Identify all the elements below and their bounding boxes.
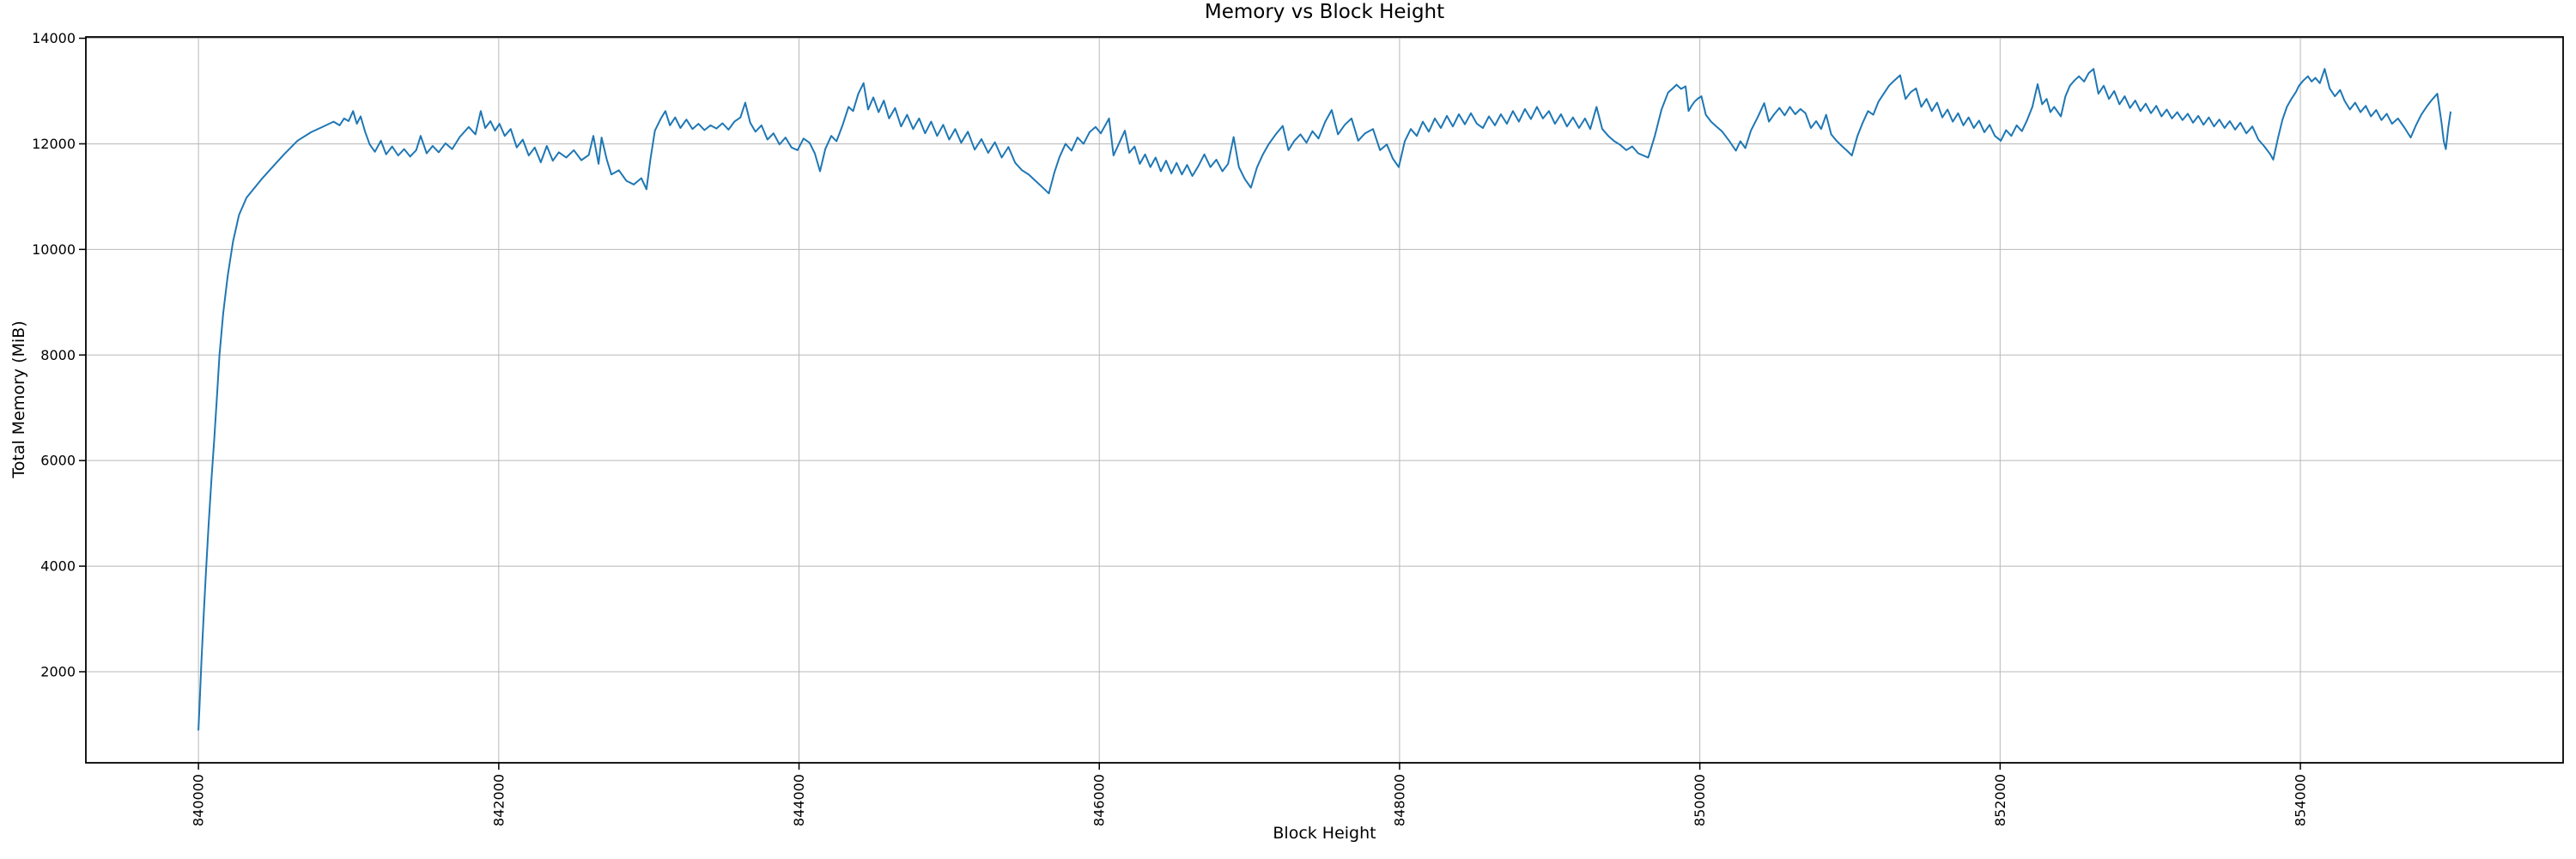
y-tick-label: 10000	[32, 241, 76, 258]
chart-title: Memory vs Block Height	[1204, 1, 1445, 23]
axis-tick-marks	[79, 37, 2301, 770]
y-tick-label: 12000	[32, 136, 76, 152]
y-tick-label: 14000	[32, 30, 76, 46]
x-tick-label: 848000	[1391, 774, 1407, 826]
x-tick-label: 846000	[1091, 774, 1108, 826]
x-tick-label: 840000	[191, 774, 207, 826]
y-tick-label: 8000	[40, 347, 76, 363]
axes-frame	[85, 36, 2564, 764]
x-tick-label: 854000	[2293, 774, 2309, 826]
x-axis-label: Block Height	[1273, 824, 1376, 843]
grid-lines	[86, 37, 2563, 763]
x-tick-label: 852000	[1992, 774, 2008, 826]
y-tick-label: 4000	[40, 558, 76, 575]
memory-line-series	[197, 68, 2451, 731]
x-tick-label: 850000	[1692, 774, 1708, 826]
x-tick-label: 842000	[490, 774, 507, 826]
y-axis-label: Total Memory (MiB)	[9, 320, 28, 478]
y-tick-label: 6000	[40, 453, 76, 469]
y-tick-label: 2000	[40, 663, 76, 679]
axis-tick-labels: 840000 842000 844000 846000 848000 850000 8520…	[32, 30, 2308, 826]
x-tick-label: 844000	[791, 774, 807, 826]
